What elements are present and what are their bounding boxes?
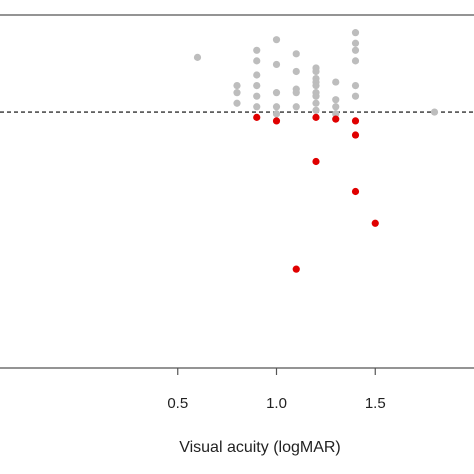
point-below-threshold — [351, 131, 360, 139]
point-above-threshold — [351, 46, 360, 54]
x-axis-title: Visual acuity (logMAR) — [179, 439, 341, 456]
point-above-threshold — [351, 29, 360, 37]
point-above-threshold — [312, 92, 320, 100]
point-above-threshold — [253, 71, 261, 79]
x-tick-label: 1.0 — [266, 395, 287, 412]
point-above-threshold — [351, 82, 360, 90]
point-above-threshold — [351, 39, 360, 47]
point-below-threshold — [371, 219, 379, 227]
point-above-threshold — [351, 57, 360, 65]
point-above-threshold — [332, 96, 340, 104]
point-above-threshold — [332, 78, 340, 86]
point-above-threshold — [253, 82, 261, 90]
point-above-threshold — [430, 108, 439, 116]
point-below-threshold — [332, 115, 340, 123]
point-above-threshold — [292, 89, 300, 97]
point-above-threshold — [312, 82, 320, 90]
point-above-threshold — [292, 67, 300, 76]
x-tick-label: 1.5 — [365, 395, 386, 412]
point-above-threshold — [292, 50, 300, 58]
point-below-threshold — [292, 265, 300, 273]
point-above-threshold — [272, 110, 281, 118]
point-above-threshold — [351, 92, 360, 100]
point-below-threshold — [351, 187, 360, 196]
point-above-threshold — [193, 53, 202, 61]
point-above-threshold — [312, 106, 320, 114]
point-above-threshold — [233, 82, 241, 90]
data-points — [193, 29, 439, 273]
point-below-threshold — [351, 117, 360, 125]
point-above-threshold — [312, 99, 320, 107]
point-above-threshold — [272, 89, 281, 97]
point-above-threshold — [272, 103, 281, 111]
point-below-threshold — [253, 113, 261, 121]
x-tick-label: 0.5 — [167, 395, 188, 412]
point-above-threshold — [253, 46, 261, 54]
point-above-threshold — [272, 36, 281, 44]
point-above-threshold — [253, 92, 261, 100]
point-above-threshold — [233, 99, 241, 107]
point-above-threshold — [233, 89, 241, 97]
point-above-threshold — [312, 67, 320, 76]
x-axis-ticks: 0.5 1.0 1.5 — [167, 368, 386, 412]
point-above-threshold — [253, 57, 261, 65]
point-above-threshold — [332, 110, 340, 118]
point-below-threshold — [272, 117, 281, 125]
point-below-threshold — [312, 157, 320, 166]
point-above-threshold — [253, 103, 261, 111]
point-above-threshold — [332, 103, 340, 111]
point-above-threshold — [292, 103, 300, 111]
point-below-threshold — [312, 113, 320, 121]
point-above-threshold — [272, 60, 281, 69]
